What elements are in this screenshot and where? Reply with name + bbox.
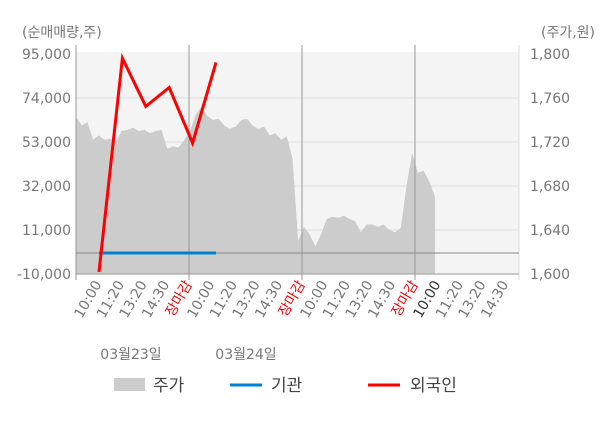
right-tick-label: 1,800 bbox=[530, 47, 570, 63]
price-area bbox=[76, 106, 435, 274]
foreign-line bbox=[97, 52, 218, 273]
right-tick-label: 1,600 bbox=[530, 267, 570, 283]
left-tick-label: -10,000 bbox=[17, 267, 71, 283]
left-tick-label: 74,000 bbox=[22, 91, 71, 107]
date-label: 03월24일 bbox=[215, 347, 276, 363]
left-tick-label: 53,000 bbox=[22, 135, 71, 151]
right-tick-label: 1,680 bbox=[530, 179, 570, 195]
right-tick-label: 1,720 bbox=[530, 135, 570, 151]
left-tick-label: 32,000 bbox=[22, 179, 71, 195]
right-tick-label: 1,640 bbox=[530, 223, 570, 239]
legend-label-price: 주가 bbox=[153, 376, 185, 396]
right-tick-label: 1,760 bbox=[530, 91, 570, 107]
date-label: 03월23일 bbox=[100, 347, 161, 363]
legend-swatch-price bbox=[114, 378, 145, 391]
legend-label-institution: 기관 bbox=[271, 376, 302, 396]
legend: 주가 기관 외국인 bbox=[114, 376, 457, 396]
left-axis-title: (순매매량,주) bbox=[22, 25, 102, 41]
right-axis-title: (주가,원) bbox=[541, 25, 595, 41]
left-tick-label: 95,000 bbox=[22, 47, 71, 63]
left-tick-label: 11,000 bbox=[22, 223, 71, 239]
legend-label-foreign: 외국인 bbox=[410, 376, 457, 396]
